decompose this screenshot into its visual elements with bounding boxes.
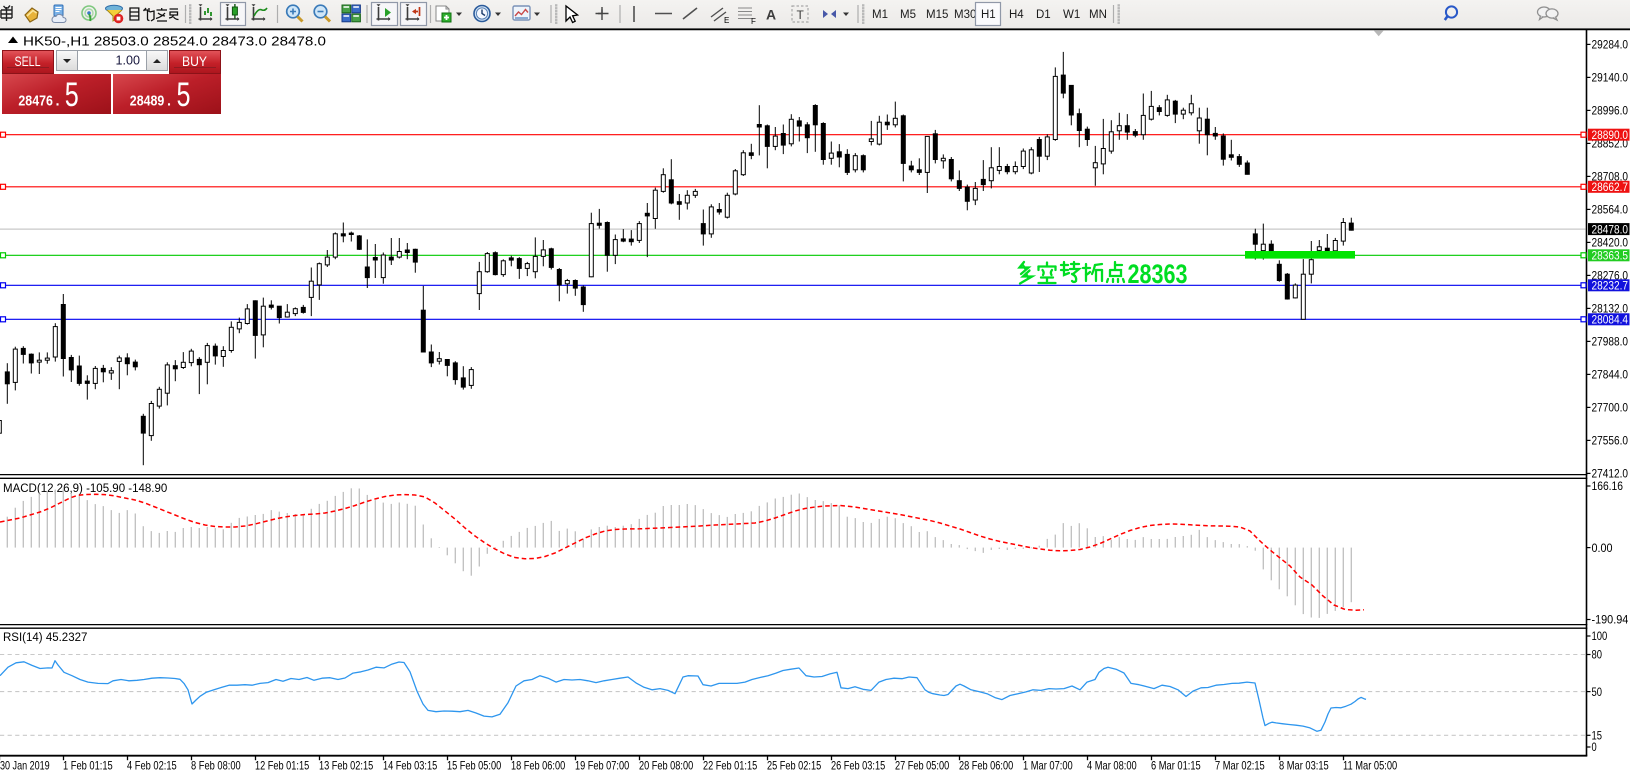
- svg-text:RSI(14) 45.2327: RSI(14) 45.2327: [3, 632, 87, 644]
- svg-text:M15: M15: [926, 9, 948, 21]
- svg-text:11 Mar 05:00: 11 Mar 05:00: [1343, 759, 1397, 773]
- svg-text:28662.7: 28662.7: [1592, 180, 1629, 194]
- svg-text:80: 80: [1592, 648, 1603, 662]
- svg-text:166.16: 166.16: [1592, 479, 1624, 493]
- svg-text:M1: M1: [872, 9, 888, 21]
- svg-text:1 Mar 07:00: 1 Mar 07:00: [1023, 759, 1073, 773]
- svg-text:25 Feb 02:15: 25 Feb 02:15: [767, 759, 821, 773]
- svg-text:28708.0: 28708.0: [1592, 170, 1629, 184]
- svg-text:28363.5: 28363.5: [1592, 249, 1629, 263]
- svg-text:19 Feb 07:00: 19 Feb 07:00: [575, 759, 629, 773]
- svg-text:0: 0: [1592, 740, 1597, 754]
- svg-text:4 Mar 08:00: 4 Mar 08:00: [1087, 759, 1137, 773]
- svg-text:28232.7: 28232.7: [1592, 279, 1629, 293]
- svg-text:28890.0: 28890.0: [1592, 128, 1629, 142]
- svg-text:28564.0: 28564.0: [1592, 203, 1629, 217]
- svg-text:D1: D1: [1036, 9, 1051, 21]
- svg-text:8 Mar 03:15: 8 Mar 03:15: [1279, 759, 1329, 773]
- svg-text:27844.0: 27844.0: [1592, 368, 1629, 382]
- svg-text:1 Feb 01:15: 1 Feb 01:15: [63, 759, 113, 773]
- svg-text:28084.4: 28084.4: [1592, 313, 1629, 327]
- svg-text:29140.0: 29140.0: [1592, 71, 1629, 85]
- svg-text:27 Feb 05:00: 27 Feb 05:00: [895, 759, 949, 773]
- svg-text:8 Feb 08:00: 8 Feb 08:00: [191, 759, 241, 773]
- svg-text:0.00: 0.00: [1592, 541, 1613, 555]
- svg-text:5: 5: [177, 76, 191, 114]
- svg-text:28489: 28489: [130, 93, 165, 109]
- svg-text:18 Feb 06:00: 18 Feb 06:00: [511, 759, 565, 773]
- svg-text:13 Feb 02:15: 13 Feb 02:15: [319, 759, 373, 773]
- svg-text:M30: M30: [954, 9, 976, 21]
- svg-text:27700.0: 27700.0: [1592, 401, 1629, 415]
- svg-text:28478.0: 28478.0: [1592, 222, 1629, 236]
- svg-text:.: .: [56, 93, 60, 109]
- svg-text:14 Feb 03:15: 14 Feb 03:15: [383, 759, 437, 773]
- svg-text:T: T: [797, 8, 805, 22]
- svg-text:27556.0: 27556.0: [1592, 434, 1629, 448]
- svg-text:1.00: 1.00: [116, 52, 141, 67]
- svg-text:15 Feb 05:00: 15 Feb 05:00: [447, 759, 501, 773]
- svg-text:E: E: [724, 16, 729, 25]
- svg-text:H1: H1: [981, 9, 996, 21]
- svg-text:100: 100: [1592, 629, 1608, 643]
- svg-text:15: 15: [1592, 729, 1603, 743]
- svg-text:H4: H4: [1009, 9, 1024, 21]
- svg-text:28420.0: 28420.0: [1592, 236, 1629, 250]
- svg-text:A: A: [766, 7, 776, 23]
- svg-text:29284.0: 29284.0: [1592, 38, 1629, 52]
- svg-text:27412.0: 27412.0: [1592, 467, 1629, 481]
- svg-text:-190.94: -190.94: [1592, 613, 1629, 627]
- svg-text:MACD(12,26,9) -105.90 -148.90: MACD(12,26,9) -105.90 -148.90: [3, 483, 167, 495]
- svg-text:28363: 28363: [1128, 259, 1188, 289]
- svg-text:.: .: [167, 93, 171, 109]
- svg-text:7 Mar 02:15: 7 Mar 02:15: [1215, 759, 1265, 773]
- svg-text:F: F: [751, 17, 756, 26]
- svg-text:28276.0: 28276.0: [1592, 269, 1629, 283]
- svg-text:50: 50: [1592, 685, 1603, 699]
- svg-text:5: 5: [65, 76, 79, 114]
- svg-text:MN: MN: [1089, 9, 1107, 21]
- svg-text:28132.0: 28132.0: [1592, 302, 1629, 316]
- svg-text:6 Mar 01:15: 6 Mar 01:15: [1151, 759, 1201, 773]
- svg-text:12 Feb 01:15: 12 Feb 01:15: [255, 759, 309, 773]
- svg-text:HK50-,H1 28503.0 28524.0 2847: HK50-,H1 28503.0 28524.0 28473.0 28478.0: [23, 34, 326, 49]
- svg-text:28476: 28476: [18, 93, 53, 109]
- svg-text:BUY: BUY: [182, 54, 207, 69]
- svg-text:26 Feb 03:15: 26 Feb 03:15: [831, 759, 885, 773]
- svg-text:W1: W1: [1063, 9, 1080, 21]
- svg-text:27988.0: 27988.0: [1592, 335, 1629, 349]
- svg-text:M5: M5: [900, 9, 916, 21]
- svg-text:22 Feb 01:15: 22 Feb 01:15: [703, 759, 757, 773]
- svg-text:28996.0: 28996.0: [1592, 104, 1629, 118]
- svg-text:30 Jan 2019: 30 Jan 2019: [0, 759, 50, 773]
- svg-text:4 Feb 02:15: 4 Feb 02:15: [127, 759, 177, 773]
- svg-text:SELL: SELL: [15, 54, 41, 69]
- svg-text:20 Feb 08:00: 20 Feb 08:00: [639, 759, 693, 773]
- svg-text:28 Feb 06:00: 28 Feb 06:00: [959, 759, 1013, 773]
